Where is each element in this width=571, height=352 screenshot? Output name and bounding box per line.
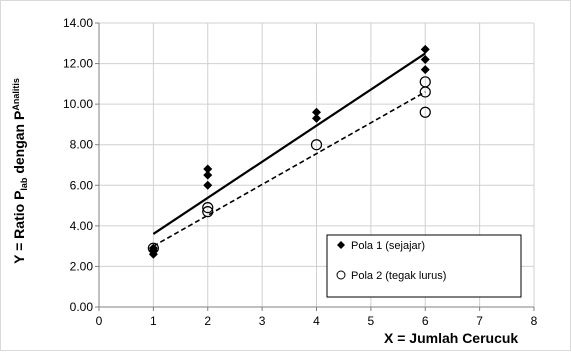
legend-circle-icon [336, 270, 346, 280]
data-point-series-1 [203, 164, 213, 174]
x-tick-label: 3 [259, 314, 266, 328]
data-point-series-2 [202, 206, 214, 218]
data-point-series-2 [147, 242, 159, 254]
legend-series-2: Pola 2 (tegak lurus) [351, 270, 446, 282]
x-tick-label: 8 [531, 314, 538, 328]
data-point-series-1 [420, 44, 430, 54]
trendline-series-1 [152, 52, 426, 235]
x-tick-label: 0 [96, 314, 103, 328]
data-point-series-2 [419, 106, 431, 118]
x-tick-label: 5 [368, 314, 375, 328]
data-point-series-1 [420, 65, 430, 75]
x-tick-label: 2 [204, 314, 211, 328]
y-tick-label: 12.00 [63, 57, 93, 71]
data-point-series-1 [312, 107, 321, 117]
y-tick-label: 14.00 [63, 16, 93, 30]
x-tick-label: 7 [476, 314, 483, 328]
x-tick-label: 6 [422, 314, 429, 328]
data-point-series-2 [419, 76, 431, 88]
data-point-series-2 [310, 139, 323, 151]
legend-diamond-icon [337, 241, 345, 249]
y-tick-label: 0.00 [70, 300, 94, 314]
y-tick-label: 8.00 [70, 138, 94, 152]
y-tick-label: 6.00 [70, 178, 94, 192]
x-tick-label: 1 [150, 314, 157, 328]
y-tick-label: 4.00 [70, 219, 94, 233]
y-axis-label: Y = Ratio Plab dengan PAnalitis [11, 78, 29, 264]
data-point-series-1 [203, 180, 213, 190]
y-tick-label: 2.00 [70, 259, 94, 273]
axes: 0.00 2.00 4.00 6.00 8.00 10.00 12.00 14.00 0 1 2 3 4… [63, 16, 538, 328]
legend-series-1: Pola 1 (sejajar) [351, 240, 425, 252]
data-points [147, 44, 431, 259]
trendline-series-2 [152, 91, 426, 247]
trendlines [152, 52, 426, 247]
y-tick-label: 10.00 [63, 97, 93, 111]
legend: Pola 1 (sejajar) Pola 2 (tegak lurus) [326, 234, 522, 298]
legend-box [326, 234, 522, 298]
x-tick-label: 4 [313, 314, 320, 328]
data-point-series-1 [420, 55, 430, 65]
data-point-series-1 [312, 113, 321, 123]
x-axis-label: X = Jumlah Cerucuk [384, 330, 518, 346]
data-point-series-2 [202, 202, 214, 214]
data-point-series-1 [203, 170, 213, 180]
data-point-series-1 [148, 243, 158, 253]
